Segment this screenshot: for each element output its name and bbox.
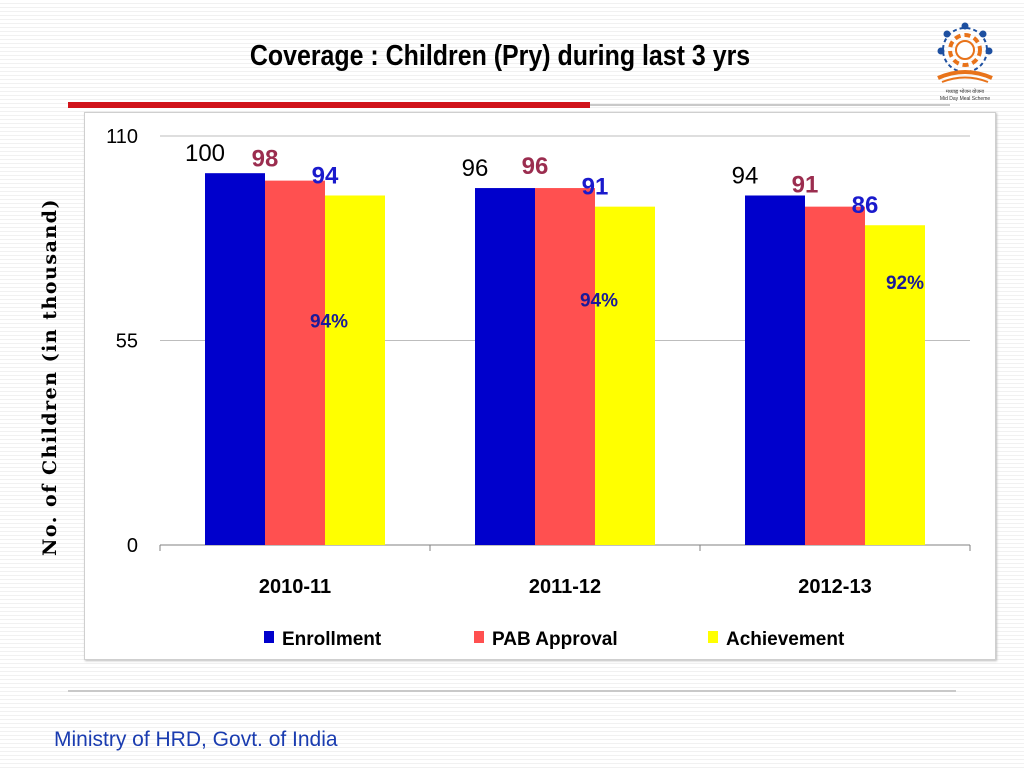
mid-day-meal-logo: मध्याह्न भोजन योजना Mid Day Meal Scheme (937, 22, 993, 102)
bar (865, 225, 925, 545)
legend-achievement-label: Achievement (726, 629, 845, 650)
legend-enrollment-swatch (264, 631, 274, 643)
data-label: 91 (792, 172, 819, 199)
x-tick-label: 2010-11 (259, 576, 331, 598)
x-tick-label: 2012-13 (798, 576, 871, 598)
footer-text: Ministry of HRD, Govt. of India (54, 728, 338, 751)
slide-title: Coverage : Children (Pry) during last 3 … (249, 40, 751, 72)
legend-achievement-swatch (708, 631, 718, 643)
data-label: 86 (852, 192, 879, 219)
data-label: 98 (252, 146, 279, 173)
legend-pab-approval-swatch (474, 631, 484, 643)
data-label: 91 (582, 174, 609, 201)
logo-text-english: Mid Day Meal Scheme (940, 96, 991, 102)
data-label: 96 (462, 155, 489, 182)
data-label: 96 (522, 153, 549, 180)
title-rule-gray (590, 104, 950, 106)
bar (745, 195, 805, 545)
y-tick-label: 110 (106, 126, 138, 148)
logo-emblem (937, 22, 993, 83)
bar (475, 188, 535, 545)
bar (205, 173, 265, 545)
x-tick-label: 2011-12 (529, 576, 601, 598)
logo-text-hindi: मध्याह्न भोजन योजना (946, 88, 985, 95)
percent-annotation: 94% (310, 311, 348, 332)
percent-annotation: 92% (886, 273, 924, 294)
legend-enrollment-label: Enrollment (282, 629, 382, 650)
y-tick-label: 55 (116, 331, 138, 353)
bar (325, 195, 385, 545)
title-rule-red (68, 102, 590, 108)
footer-divider (68, 690, 956, 692)
data-label: 94 (312, 162, 339, 189)
bar (265, 180, 325, 546)
bar (535, 188, 595, 545)
data-label: 94 (732, 162, 759, 189)
bar (805, 206, 865, 546)
percent-annotation: 94% (580, 291, 618, 312)
bar (595, 206, 655, 546)
y-tick-label: 0 (127, 535, 138, 557)
legend-pab-approval-label: PAB Approval (492, 629, 618, 650)
data-label: 100 (185, 140, 225, 167)
